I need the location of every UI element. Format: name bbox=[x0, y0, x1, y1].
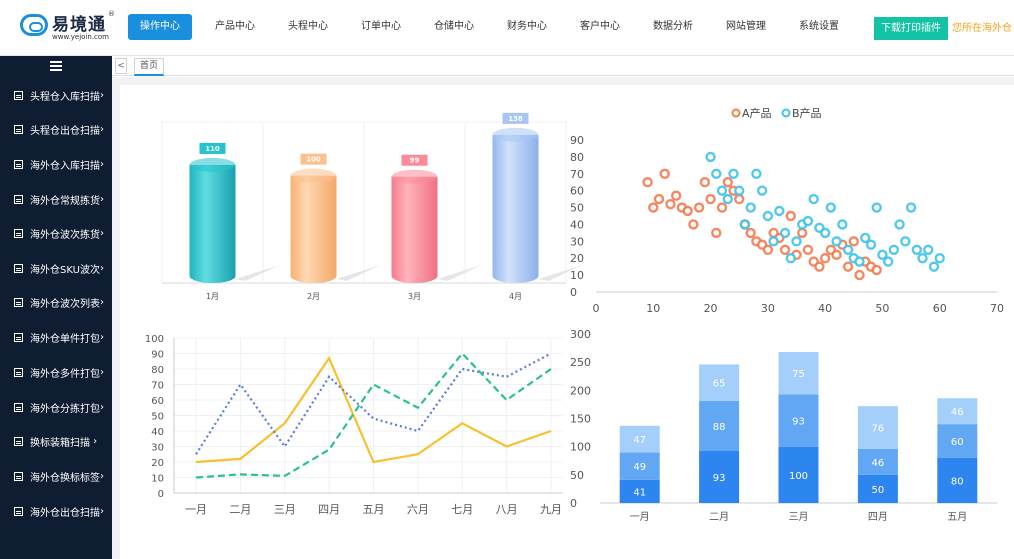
nav-site-management[interactable]: 网站管理 bbox=[726, 21, 766, 32]
document-icon bbox=[14, 436, 23, 446]
chevron-right-icon: › bbox=[90, 435, 98, 447]
sidebar-item-first-leg-outbound-scan[interactable]: 头程仓出仓扫描 › bbox=[0, 119, 112, 139]
current-warehouse-location[interactable]: 您所在海外仓 bbox=[952, 23, 1012, 34]
sidebar-item-label: 海外仓SKU波次 bbox=[30, 264, 100, 276]
nav-finance-center[interactable]: 财务中心 bbox=[507, 21, 547, 32]
chevron-right-icon: › bbox=[100, 366, 104, 378]
logo-mark-icon bbox=[20, 14, 48, 36]
document-icon bbox=[14, 194, 23, 204]
nav-operation-center[interactable]: 操作中心 bbox=[128, 14, 192, 40]
sidebar-item-overseas-wave-picking[interactable]: 海外仓波次拣货 › bbox=[0, 223, 112, 243]
sidebar-item-label: 换标装箱扫描 bbox=[30, 437, 90, 449]
sidebar-item-overseas-relabel-label[interactable]: 海外仓换标标签 › bbox=[0, 466, 112, 486]
dashboard bbox=[112, 77, 1014, 559]
nav-data-analysis[interactable]: 数据分析 bbox=[653, 21, 693, 32]
sidebar-item-label: 海外仓分拣打包 bbox=[30, 403, 100, 415]
nav-first-leg-center[interactable]: 头程中心 bbox=[288, 21, 328, 32]
chevron-right-icon: › bbox=[100, 401, 104, 413]
tab-home[interactable]: 首页 bbox=[134, 58, 165, 76]
sidebar-item-label: 海外仓波次列表 bbox=[30, 298, 100, 310]
sidebar-item-relabel-boxing-scan[interactable]: 换标装箱扫描 › bbox=[0, 431, 112, 451]
document-icon bbox=[14, 402, 23, 412]
nav-system-settings[interactable]: 系统设置 bbox=[799, 21, 839, 32]
sidebar-item-label: 海外仓常规拣货 bbox=[30, 195, 100, 207]
document-icon bbox=[14, 367, 23, 377]
sidebar-item-label: 海外仓波次拣货 bbox=[30, 229, 100, 241]
top-bar: 易境通 ® www.yejoin.com 操作中心 产品中心 头程中心 订单中心… bbox=[0, 0, 1014, 56]
chevron-right-icon: › bbox=[100, 227, 104, 239]
chevron-right-icon: › bbox=[100, 89, 104, 101]
document-icon bbox=[14, 90, 23, 100]
sidebar-item-label: 海外仓单件打包 bbox=[30, 333, 100, 345]
left-panel bbox=[120, 85, 566, 559]
menu-icon[interactable] bbox=[0, 56, 112, 76]
nav-order-center[interactable]: 订单中心 bbox=[361, 21, 401, 32]
tab-bar: < 首页 bbox=[112, 56, 1014, 76]
chevron-right-icon: › bbox=[100, 158, 104, 170]
right-panel bbox=[566, 85, 1014, 559]
chevron-right-icon: › bbox=[100, 296, 104, 308]
nav-customer-center[interactable]: 客户中心 bbox=[580, 21, 620, 32]
sidebar-item-overseas-outbound-scan[interactable]: 海外仓出仓扫描 › bbox=[0, 501, 112, 521]
sidebar-item-label: 海外仓入库扫描 bbox=[30, 160, 100, 172]
download-print-plugin-button[interactable]: 下载打印插件 bbox=[874, 17, 948, 40]
document-icon bbox=[14, 228, 23, 238]
sidebar-item-overseas-single-packing[interactable]: 海外仓单件打包 › bbox=[0, 327, 112, 347]
sidebar-item-label: 海外仓多件打包 bbox=[30, 368, 100, 380]
document-icon bbox=[14, 124, 23, 134]
sidebar-item-overseas-inbound-scan[interactable]: 海外仓入库扫描 › bbox=[0, 154, 112, 174]
nav-warehouse-center[interactable]: 仓储中心 bbox=[434, 21, 474, 32]
chevron-right-icon: › bbox=[100, 505, 104, 517]
document-icon bbox=[14, 471, 23, 481]
document-icon bbox=[14, 297, 23, 307]
nav-product-center[interactable]: 产品中心 bbox=[215, 21, 255, 32]
document-icon bbox=[14, 332, 23, 342]
logo[interactable]: 易境通 ® www.yejoin.com bbox=[20, 10, 120, 46]
sidebar-item-overseas-regular-picking[interactable]: 海外仓常规拣货 › bbox=[0, 189, 112, 209]
logo-registered-mark: ® bbox=[108, 10, 115, 18]
sidebar-item-first-leg-inbound-scan[interactable]: 头程仓入库扫描 › bbox=[0, 85, 112, 105]
document-icon bbox=[14, 506, 23, 516]
chevron-right-icon: › bbox=[100, 470, 104, 482]
chevron-right-icon: › bbox=[99, 262, 104, 274]
sidebar-item-label: 头程仓出仓扫描 bbox=[30, 125, 100, 137]
sidebar-item-overseas-wave-list[interactable]: 海外仓波次列表 › bbox=[0, 292, 112, 312]
sidebar-item-label: 头程仓入库扫描 bbox=[30, 91, 100, 103]
document-icon bbox=[14, 159, 23, 169]
sidebar-item-overseas-sort-packing[interactable]: 海外仓分拣打包 › bbox=[0, 397, 112, 417]
menu-icon-glyph bbox=[50, 61, 62, 71]
sidebar: 头程仓入库扫描 › 头程仓出仓扫描 › 海外仓入库扫描 › 海外仓常规拣货 › 海外仓波… bbox=[0, 56, 112, 559]
document-icon bbox=[14, 263, 23, 273]
chevron-right-icon: › bbox=[100, 193, 104, 205]
tab-scroll-left-button[interactable]: < bbox=[115, 58, 127, 74]
logo-url: www.yejoin.com bbox=[52, 33, 109, 41]
sidebar-item-overseas-sku-wave[interactable]: 海外仓SKU波次 › bbox=[0, 258, 112, 278]
main-nav: 操作中心 产品中心 头程中心 订单中心 仓储中心 财务中心 客户中心 数据分析 … bbox=[128, 14, 862, 40]
sidebar-item-overseas-multi-packing[interactable]: 海外仓多件打包 › bbox=[0, 362, 112, 382]
sidebar-item-label: 海外仓出仓扫描 bbox=[30, 507, 100, 519]
chevron-right-icon: › bbox=[100, 123, 104, 135]
sidebar-item-label: 海外仓换标标签 bbox=[30, 472, 100, 484]
logo-name: 易境通 bbox=[52, 15, 106, 35]
chevron-right-icon: › bbox=[100, 331, 104, 343]
